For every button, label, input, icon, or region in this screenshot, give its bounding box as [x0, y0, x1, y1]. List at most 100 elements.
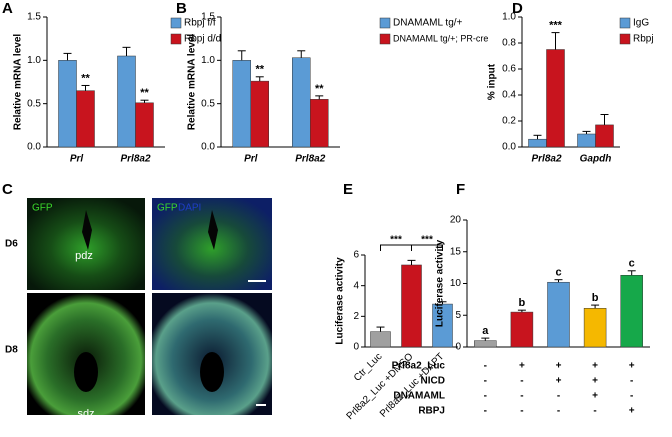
bar	[135, 102, 154, 148]
bar-annotation: ***	[549, 20, 563, 32]
y-tick-label: 0.0	[201, 142, 215, 153]
bar	[117, 55, 136, 148]
bar	[401, 264, 422, 348]
y-tick-label: 0.5	[201, 98, 215, 109]
bar	[546, 49, 565, 148]
bar-annotation: **	[255, 64, 264, 76]
significance-bracket	[411, 244, 443, 251]
y-tick-label: 15	[450, 246, 462, 257]
bar	[292, 57, 311, 148]
lumen	[200, 352, 224, 392]
row-label: D6	[5, 239, 18, 250]
y-tick-label: 0	[455, 342, 461, 353]
condition-sign: +	[556, 361, 562, 372]
y-tick-label: 0.4	[502, 90, 516, 101]
condition-sign: -	[484, 391, 487, 402]
y-axis-label: Relative mRNA level	[187, 34, 198, 131]
y-tick-label: 0.8	[502, 38, 516, 49]
y-axis-label: Luciferase activity	[335, 257, 346, 345]
panel-label: D	[512, 0, 523, 17]
bar	[310, 99, 329, 148]
zone-label: sdz	[77, 408, 94, 420]
legend-label: DNAMAML tg/+	[393, 18, 463, 29]
x-tick-label: Gapdh	[580, 154, 612, 165]
legend-swatch	[619, 17, 631, 29]
condition-sign: +	[629, 361, 635, 372]
bar-annotation: c	[555, 267, 561, 279]
condition-sign: -	[630, 376, 633, 387]
condition-sign: -	[520, 376, 523, 387]
y-tick-label: 1.5	[27, 12, 41, 23]
y-tick-label: 10	[450, 278, 462, 289]
legend-swatch	[619, 33, 631, 45]
significance-bracket	[380, 244, 412, 251]
condition-sign: -	[520, 406, 523, 417]
y-tick-label: 20	[450, 215, 462, 226]
legend-label: IgG	[633, 18, 649, 29]
y-tick-label: 0.0	[27, 142, 41, 153]
significance-label: ***	[390, 235, 402, 246]
x-tick-label: Prl8a2	[295, 154, 325, 165]
y-tick-label: 1.5	[201, 12, 215, 23]
x-tick-label: Prl8a2	[120, 154, 150, 165]
channel-label: DAPI	[178, 203, 201, 214]
legend-swatch	[379, 33, 391, 45]
lumen	[74, 352, 98, 392]
bar	[547, 281, 570, 348]
bar	[620, 274, 643, 348]
condition-label: RBPJ	[418, 406, 445, 417]
panel-label: E	[343, 181, 353, 198]
lumen	[82, 210, 92, 250]
condition-sign: -	[484, 376, 487, 387]
bar	[595, 124, 614, 148]
bar	[528, 138, 547, 148]
condition-sign: -	[557, 391, 560, 402]
significance-label: ***	[421, 235, 433, 246]
condition-sign: +	[592, 376, 598, 387]
panel-label: B	[176, 0, 187, 17]
condition-sign: -	[630, 391, 633, 402]
y-tick-label: 0.0	[502, 142, 516, 153]
bar	[583, 308, 607, 348]
bar-annotation: **	[315, 83, 324, 95]
condition-sign: -	[484, 406, 487, 417]
condition-sign: -	[593, 406, 596, 417]
y-tick-label: 0	[353, 342, 359, 353]
condition-label: Prl8a2_Luc	[392, 361, 446, 372]
bar-annotation: b	[519, 297, 526, 309]
y-tick-label: 5	[455, 310, 461, 321]
condition-sign: +	[629, 406, 635, 417]
y-tick-label: 1.0	[201, 55, 215, 66]
bar-annotation: b	[592, 292, 599, 304]
lumen	[208, 210, 218, 250]
image-panel: C GFP GFP DAPI D6 D8 pdz sdz	[2, 181, 272, 420]
legend-swatch	[170, 17, 182, 29]
condition-sign: -	[520, 391, 523, 402]
y-tick-label: 6	[353, 250, 359, 261]
x-tick-label: Prl8a2	[531, 154, 561, 165]
channel-label: GFP	[32, 203, 53, 214]
condition-label: NICD	[421, 376, 445, 387]
bar	[510, 311, 534, 348]
y-tick-label: 4	[353, 280, 359, 291]
panel-label: A	[2, 0, 13, 17]
legend-label: Rbpj	[633, 34, 654, 45]
y-tick-label: 0.5	[27, 98, 41, 109]
panel-label: C	[2, 181, 13, 198]
y-tick-label: 0.2	[502, 116, 516, 127]
bar	[370, 331, 391, 348]
x-tick-label: Prl	[244, 154, 258, 165]
legend-label: Rbpj d/d	[184, 34, 221, 45]
row-label: D8	[5, 345, 18, 356]
legend-swatch	[379, 17, 391, 29]
y-axis-label: Relative mRNA level	[13, 34, 24, 131]
bar	[232, 60, 251, 148]
bar-annotation: a	[482, 325, 489, 337]
y-axis-label: Luciferase activity	[435, 239, 446, 327]
condition-sign: -	[557, 406, 560, 417]
panel-label: F	[456, 181, 465, 198]
bar	[250, 80, 269, 148]
condition-sign: -	[484, 361, 487, 372]
y-tick-label: 2	[353, 311, 359, 322]
